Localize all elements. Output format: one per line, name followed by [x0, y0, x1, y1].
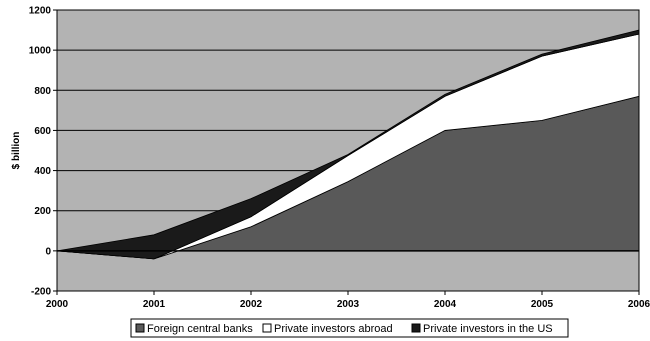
y-tick-label: -200	[31, 287, 51, 298]
y-tick-label: 800	[34, 86, 51, 97]
y-tick-label: 1000	[29, 46, 52, 57]
y-tick-label: 0	[45, 246, 51, 257]
x-axis-ticks: 2000 2001 2002 2003 2004 2005 2006	[46, 291, 650, 310]
x-tick-label: 2001	[143, 299, 166, 310]
legend-swatch	[262, 323, 272, 333]
legend-box	[130, 318, 569, 338]
legend-label: Private investors in the US	[423, 323, 553, 335]
y-tick-label: 400	[34, 166, 51, 177]
legend-swatch	[411, 323, 421, 333]
x-tick-label: 2004	[434, 299, 457, 310]
legend: Foreign central banks Private investors a…	[130, 318, 569, 338]
legend-label: Private investors abroad	[274, 323, 393, 335]
x-tick-label: 2000	[46, 299, 69, 310]
x-tick-label: 2003	[337, 299, 360, 310]
y-tick-label: 1200	[29, 6, 52, 17]
x-tick-label: 2002	[240, 299, 263, 310]
y-tick-label: 200	[34, 206, 51, 217]
x-tick-label: 2005	[531, 299, 554, 310]
x-tick-label: 2006	[628, 299, 650, 310]
legend-swatch	[135, 323, 145, 333]
y-axis-ticks: -200 0 200 400 600 800 1000 1200	[29, 6, 57, 298]
y-axis-label: $ billion	[11, 132, 22, 170]
legend-label: Foreign central banks	[147, 323, 253, 335]
y-tick-label: 600	[34, 126, 51, 137]
